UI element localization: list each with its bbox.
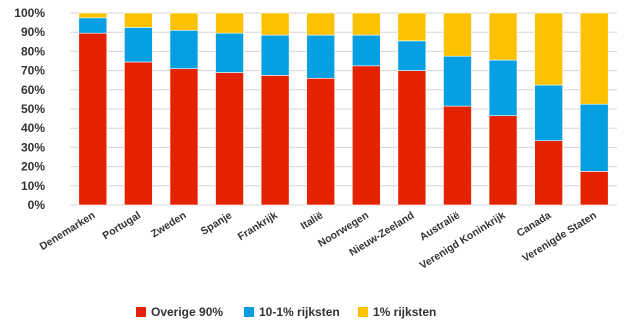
legend: Overige 90% 10-1% rijksten 1% rijksten [136, 305, 436, 319]
bar-segment [260, 34, 290, 76]
bar-segment [579, 103, 609, 172]
y-tick-label: 30% [21, 140, 45, 154]
legend-swatch [136, 307, 146, 317]
bar-segment [78, 17, 108, 34]
bar-segment [397, 12, 427, 42]
legend-label: 10-1% rijksten [259, 305, 340, 319]
y-tick-label: 10% [21, 179, 45, 193]
x-tick-label: Zweden [149, 209, 189, 240]
bar-segment [215, 12, 244, 34]
y-axis: 0% 10% 20% 30% 40% 50% 60% 70% 80% 90% 100% [14, 6, 45, 212]
y-tick-label: 0% [28, 198, 46, 212]
legend-label: Overige 90% [151, 305, 223, 319]
bar-segment [215, 32, 244, 73]
bar-segment [488, 115, 518, 206]
bar-segment [443, 55, 472, 107]
bar-segment [306, 34, 336, 79]
legend-item: Overige 90% [136, 305, 223, 319]
y-tick-label: 80% [21, 44, 45, 58]
bar-segment [351, 12, 381, 36]
y-tick-label: 100% [14, 6, 45, 20]
bar-segment [488, 59, 518, 117]
y-tick-label: 50% [21, 102, 45, 116]
bar-segment [78, 12, 108, 19]
bar-segment [351, 65, 381, 206]
bar-segment [534, 84, 563, 141]
bar-segment [397, 70, 427, 206]
x-tick-label: Denemarken [38, 209, 98, 253]
bar-segment [443, 12, 472, 57]
legend-item: 1% rijksten [358, 305, 436, 319]
x-tick-label: Verenigd Koninkrijk [418, 209, 508, 272]
x-tick-label: Canada [515, 209, 554, 239]
bar-segment [579, 171, 609, 206]
bar-segment [124, 27, 153, 63]
y-tick-label: 70% [21, 64, 45, 78]
bar-segment [169, 12, 199, 31]
legend-label: 1% rijksten [373, 305, 436, 319]
bar-segment [260, 12, 290, 36]
legend-item: 10-1% rijksten [244, 305, 340, 319]
bar-segment [306, 77, 336, 206]
bar-segment [443, 105, 472, 206]
bar-segment [260, 75, 290, 206]
bar-segment [397, 40, 427, 71]
bar-segment [215, 72, 244, 206]
legend-swatch [358, 307, 368, 317]
bar-segment [306, 12, 336, 36]
bar-segment [488, 12, 518, 61]
y-tick-label: 60% [21, 83, 45, 97]
bar-segment [78, 32, 108, 206]
y-tick-label: 90% [21, 25, 45, 39]
bar-segment [579, 12, 609, 105]
bars [78, 12, 609, 206]
legend-swatch [244, 307, 254, 317]
x-tick-label: Spanje [199, 209, 235, 238]
x-tick-label: Frankrijk [236, 209, 280, 243]
y-tick-label: 40% [21, 121, 45, 135]
x-tick-label: Italië [299, 209, 326, 232]
bar-segment [534, 140, 563, 206]
bar-segment [534, 12, 563, 86]
gridlines [70, 12, 617, 206]
bar-segment [351, 34, 381, 67]
bar-segment [124, 61, 153, 206]
x-axis: Denemarken Portugal Zweden Spanje Frankrijk I… [38, 209, 599, 272]
x-tick-label: Portugal [100, 209, 143, 242]
bar-segment [169, 68, 199, 206]
y-tick-label: 20% [21, 160, 45, 174]
bar-segment [124, 12, 153, 28]
bar-segment [169, 29, 199, 69]
